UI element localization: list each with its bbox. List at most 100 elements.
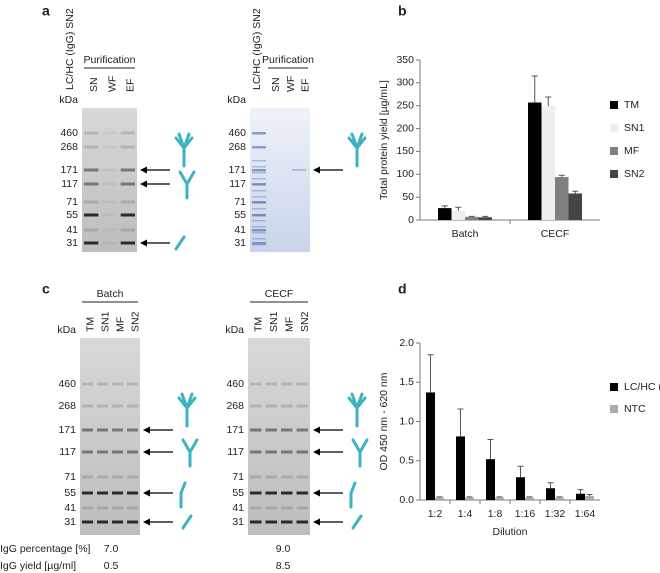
gel-band <box>250 506 262 510</box>
icon-igg <box>174 132 194 168</box>
marker-label: 71 <box>232 471 244 483</box>
lane-label: SN <box>88 77 100 92</box>
summary-label: IgG percentage [%] <box>0 543 91 555</box>
arrow-head <box>140 180 147 188</box>
gel-band <box>97 475 108 479</box>
gel-band <box>84 145 99 149</box>
error-bar <box>531 75 538 103</box>
lane-label: TM <box>84 317 96 332</box>
kda-label: kDa <box>59 94 78 106</box>
gel-band <box>102 131 117 135</box>
lane-label: SN <box>270 77 282 92</box>
marker-label: 41 <box>232 502 244 514</box>
gel-band <box>252 229 266 232</box>
bar <box>435 497 444 500</box>
y-tick-label: 2.0 <box>399 337 414 349</box>
gel-band <box>252 160 266 162</box>
bar <box>546 488 555 500</box>
error-bar <box>545 96 552 107</box>
bar <box>451 210 465 220</box>
arrow-head <box>313 489 320 497</box>
bar <box>585 496 594 500</box>
gel-band <box>84 241 99 245</box>
y-axis-label: Total protein yield [µg/mL] <box>378 80 390 200</box>
gel-band <box>252 172 266 174</box>
gel-band <box>127 520 138 524</box>
gel-band <box>296 520 308 524</box>
panel-label: c <box>42 281 50 297</box>
marker-label: 460 <box>58 378 76 390</box>
gel-band <box>252 238 266 240</box>
gel-band <box>281 491 293 495</box>
marker-label: 31 <box>234 237 246 249</box>
error-bar <box>586 494 593 497</box>
y-tick-label: 0 <box>408 214 414 226</box>
lane-label: TM <box>253 317 265 332</box>
gel-band <box>120 131 135 135</box>
error-bar <box>558 174 565 178</box>
gel-band <box>252 232 266 234</box>
legend-swatch <box>610 147 618 155</box>
gel-band <box>127 491 138 495</box>
legend-swatch <box>610 383 618 391</box>
error-bar <box>517 465 524 478</box>
gel-band <box>127 450 138 454</box>
gel-band <box>281 506 293 510</box>
gel-band <box>84 200 99 204</box>
legend-label: MF <box>624 145 639 157</box>
arrow-head <box>313 518 320 526</box>
gel-band <box>112 404 123 408</box>
legend-label: NTC <box>624 403 646 415</box>
x-tick-label: 1:4 <box>458 508 473 520</box>
arrow-head <box>313 448 320 456</box>
error-bar <box>466 496 473 498</box>
legend-swatch <box>610 405 618 413</box>
icon-lc <box>351 514 363 530</box>
gel-band <box>82 428 93 432</box>
gel-band <box>127 506 138 510</box>
legend-swatch <box>610 101 618 109</box>
gel-band <box>82 475 93 479</box>
gel-band <box>252 183 266 186</box>
error-bar <box>487 439 494 460</box>
gel-band <box>296 491 308 495</box>
bar <box>555 497 564 500</box>
icon-lc <box>174 235 186 251</box>
x-tick-label: 1:64 <box>575 508 596 520</box>
marker-label: 71 <box>64 471 76 483</box>
gel-band <box>120 200 135 204</box>
kda-label: kDa <box>57 324 76 336</box>
gel-band <box>265 382 277 386</box>
lane-label: WF <box>285 76 297 92</box>
gel-band <box>102 213 117 217</box>
gel-band <box>82 382 93 386</box>
gel-band <box>265 428 277 432</box>
error-bar <box>577 489 584 494</box>
error-bar <box>547 482 554 489</box>
gel-band <box>252 190 266 192</box>
x-tick-label: CECF <box>541 228 570 240</box>
arrow-head <box>143 448 150 456</box>
icon-igg <box>347 392 367 428</box>
x-tick-label: Batch <box>452 228 479 240</box>
legend-label: SN2 <box>624 168 645 180</box>
kda-label: kDa <box>227 94 246 106</box>
y-tick-label: 1.5 <box>399 376 414 388</box>
x-tick-label: 1:32 <box>545 508 566 520</box>
gel-band <box>252 242 266 245</box>
gel-band <box>252 184 266 186</box>
icon-half <box>181 438 199 468</box>
kda-label: kDa <box>225 324 244 336</box>
gel-band <box>292 169 306 171</box>
gel-band <box>97 428 108 432</box>
error-bar <box>526 496 533 498</box>
gel-band <box>127 404 138 408</box>
gel-band <box>252 244 266 246</box>
gel-band <box>265 404 277 408</box>
gel-band <box>281 404 293 408</box>
gel-band <box>250 450 262 454</box>
marker-label: 117 <box>59 446 76 458</box>
bar <box>465 497 474 500</box>
gel-band <box>112 491 123 495</box>
